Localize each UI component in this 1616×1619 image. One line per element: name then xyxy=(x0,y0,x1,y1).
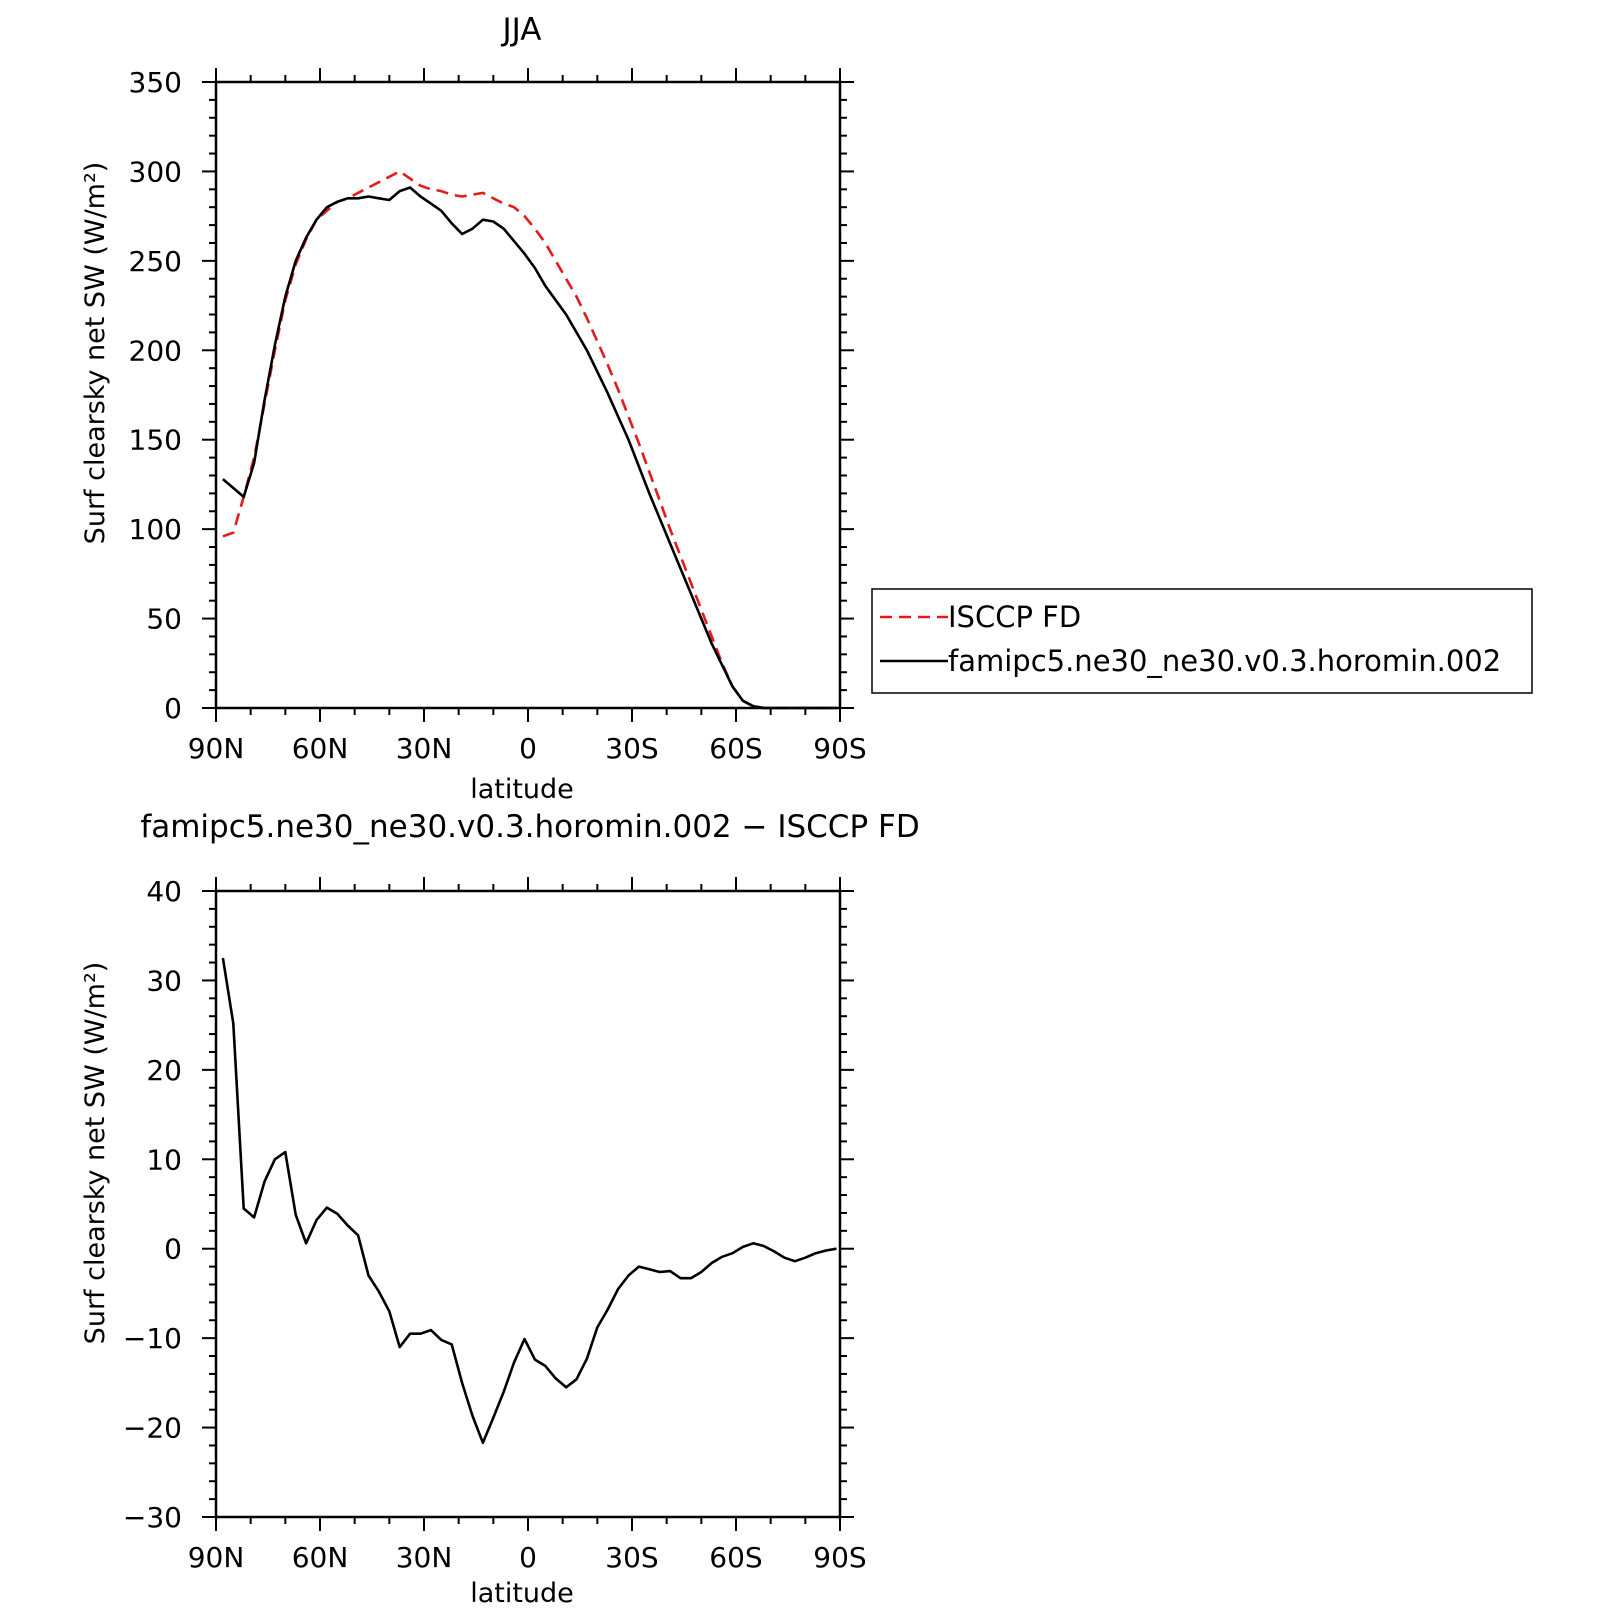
bottom-x-axis-label: latitude xyxy=(470,1578,574,1609)
top-tick-marks xyxy=(202,68,854,722)
legend-label-isccp: ISCCP FD xyxy=(948,600,1081,634)
top-series-lines xyxy=(222,170,837,710)
top-chart-title: JJA xyxy=(501,12,542,48)
y-tick-label: −30 xyxy=(123,1501,182,1534)
top-x-tick-labels: 90N 60N 30N 0 30S 60S 90S xyxy=(188,732,867,765)
series-line-0 xyxy=(222,170,837,710)
y-tick-label: 10 xyxy=(146,1143,182,1176)
top-y-axis-label: Surf clearsky net SW (W/m²) xyxy=(80,162,111,545)
y-tick-label: 0 xyxy=(164,1233,182,1266)
y-tick-label: −20 xyxy=(123,1412,182,1445)
legend-label-model: famipc5.ne30_ne30.v0.3.horomin.002 xyxy=(948,644,1501,678)
bottom-plot-frame xyxy=(214,889,842,1519)
x-tick-label: 30S xyxy=(605,732,658,765)
bottom-series-lines xyxy=(221,957,837,1445)
top-y-tick-labels: 0 50 100 150 200 250 300 350 xyxy=(129,66,182,725)
bottom-panel: famipc5.ne30_ne30.v0.3.horomin.002 − ISC… xyxy=(80,809,920,1609)
bottom-y-axis-label: Surf clearsky net SW (W/m²) xyxy=(80,962,111,1345)
x-tick-label: 60S xyxy=(709,1541,762,1574)
x-tick-label: 90S xyxy=(813,732,866,765)
bottom-y-tick-labels: −30 −20 −10 0 10 20 30 40 xyxy=(123,875,182,1534)
y-tick-label: −10 xyxy=(123,1322,182,1355)
x-tick-label: 90N xyxy=(188,1541,245,1574)
series-line-0 xyxy=(221,957,837,1445)
x-tick-label: 60S xyxy=(709,732,762,765)
top-plot-frame xyxy=(214,80,842,710)
y-tick-label: 30 xyxy=(146,964,182,997)
top-x-axis-label: latitude xyxy=(470,774,574,805)
top-panel: JJA 0 50 100 150 200 250 300 350 90N 60N 30N 0 30S 6… xyxy=(80,12,1533,805)
y-tick-label: 100 xyxy=(129,513,182,546)
x-tick-label: 0 xyxy=(519,732,537,765)
x-tick-label: 30N xyxy=(396,732,453,765)
legend: ISCCP FD famipc5.ne30_ne30.v0.3.horomin.… xyxy=(871,588,1533,694)
legend-box xyxy=(871,588,1533,694)
bottom-chart-title: famipc5.ne30_ne30.v0.3.horomin.002 − ISC… xyxy=(140,809,919,845)
y-tick-label: 20 xyxy=(146,1054,182,1087)
y-tick-label: 200 xyxy=(129,334,182,367)
y-tick-label: 150 xyxy=(129,424,182,457)
x-tick-label: 0 xyxy=(519,1541,537,1574)
y-tick-label: 40 xyxy=(146,875,182,908)
x-tick-label: 60N xyxy=(292,732,349,765)
x-tick-label: 90N xyxy=(188,732,245,765)
y-tick-label: 300 xyxy=(129,155,182,188)
series-line-1 xyxy=(222,186,837,710)
bottom-x-tick-labels: 90N 60N 30N 0 30S 60S 90S xyxy=(188,1541,867,1574)
y-tick-label: 350 xyxy=(129,66,182,99)
x-tick-label: 30N xyxy=(396,1541,453,1574)
y-tick-label: 0 xyxy=(164,692,182,725)
y-tick-label: 50 xyxy=(146,603,182,636)
x-tick-label: 30S xyxy=(605,1541,658,1574)
x-tick-label: 90S xyxy=(813,1541,866,1574)
bottom-tick-marks xyxy=(202,877,854,1531)
y-tick-label: 250 xyxy=(129,245,182,278)
x-tick-label: 60N xyxy=(292,1541,349,1574)
